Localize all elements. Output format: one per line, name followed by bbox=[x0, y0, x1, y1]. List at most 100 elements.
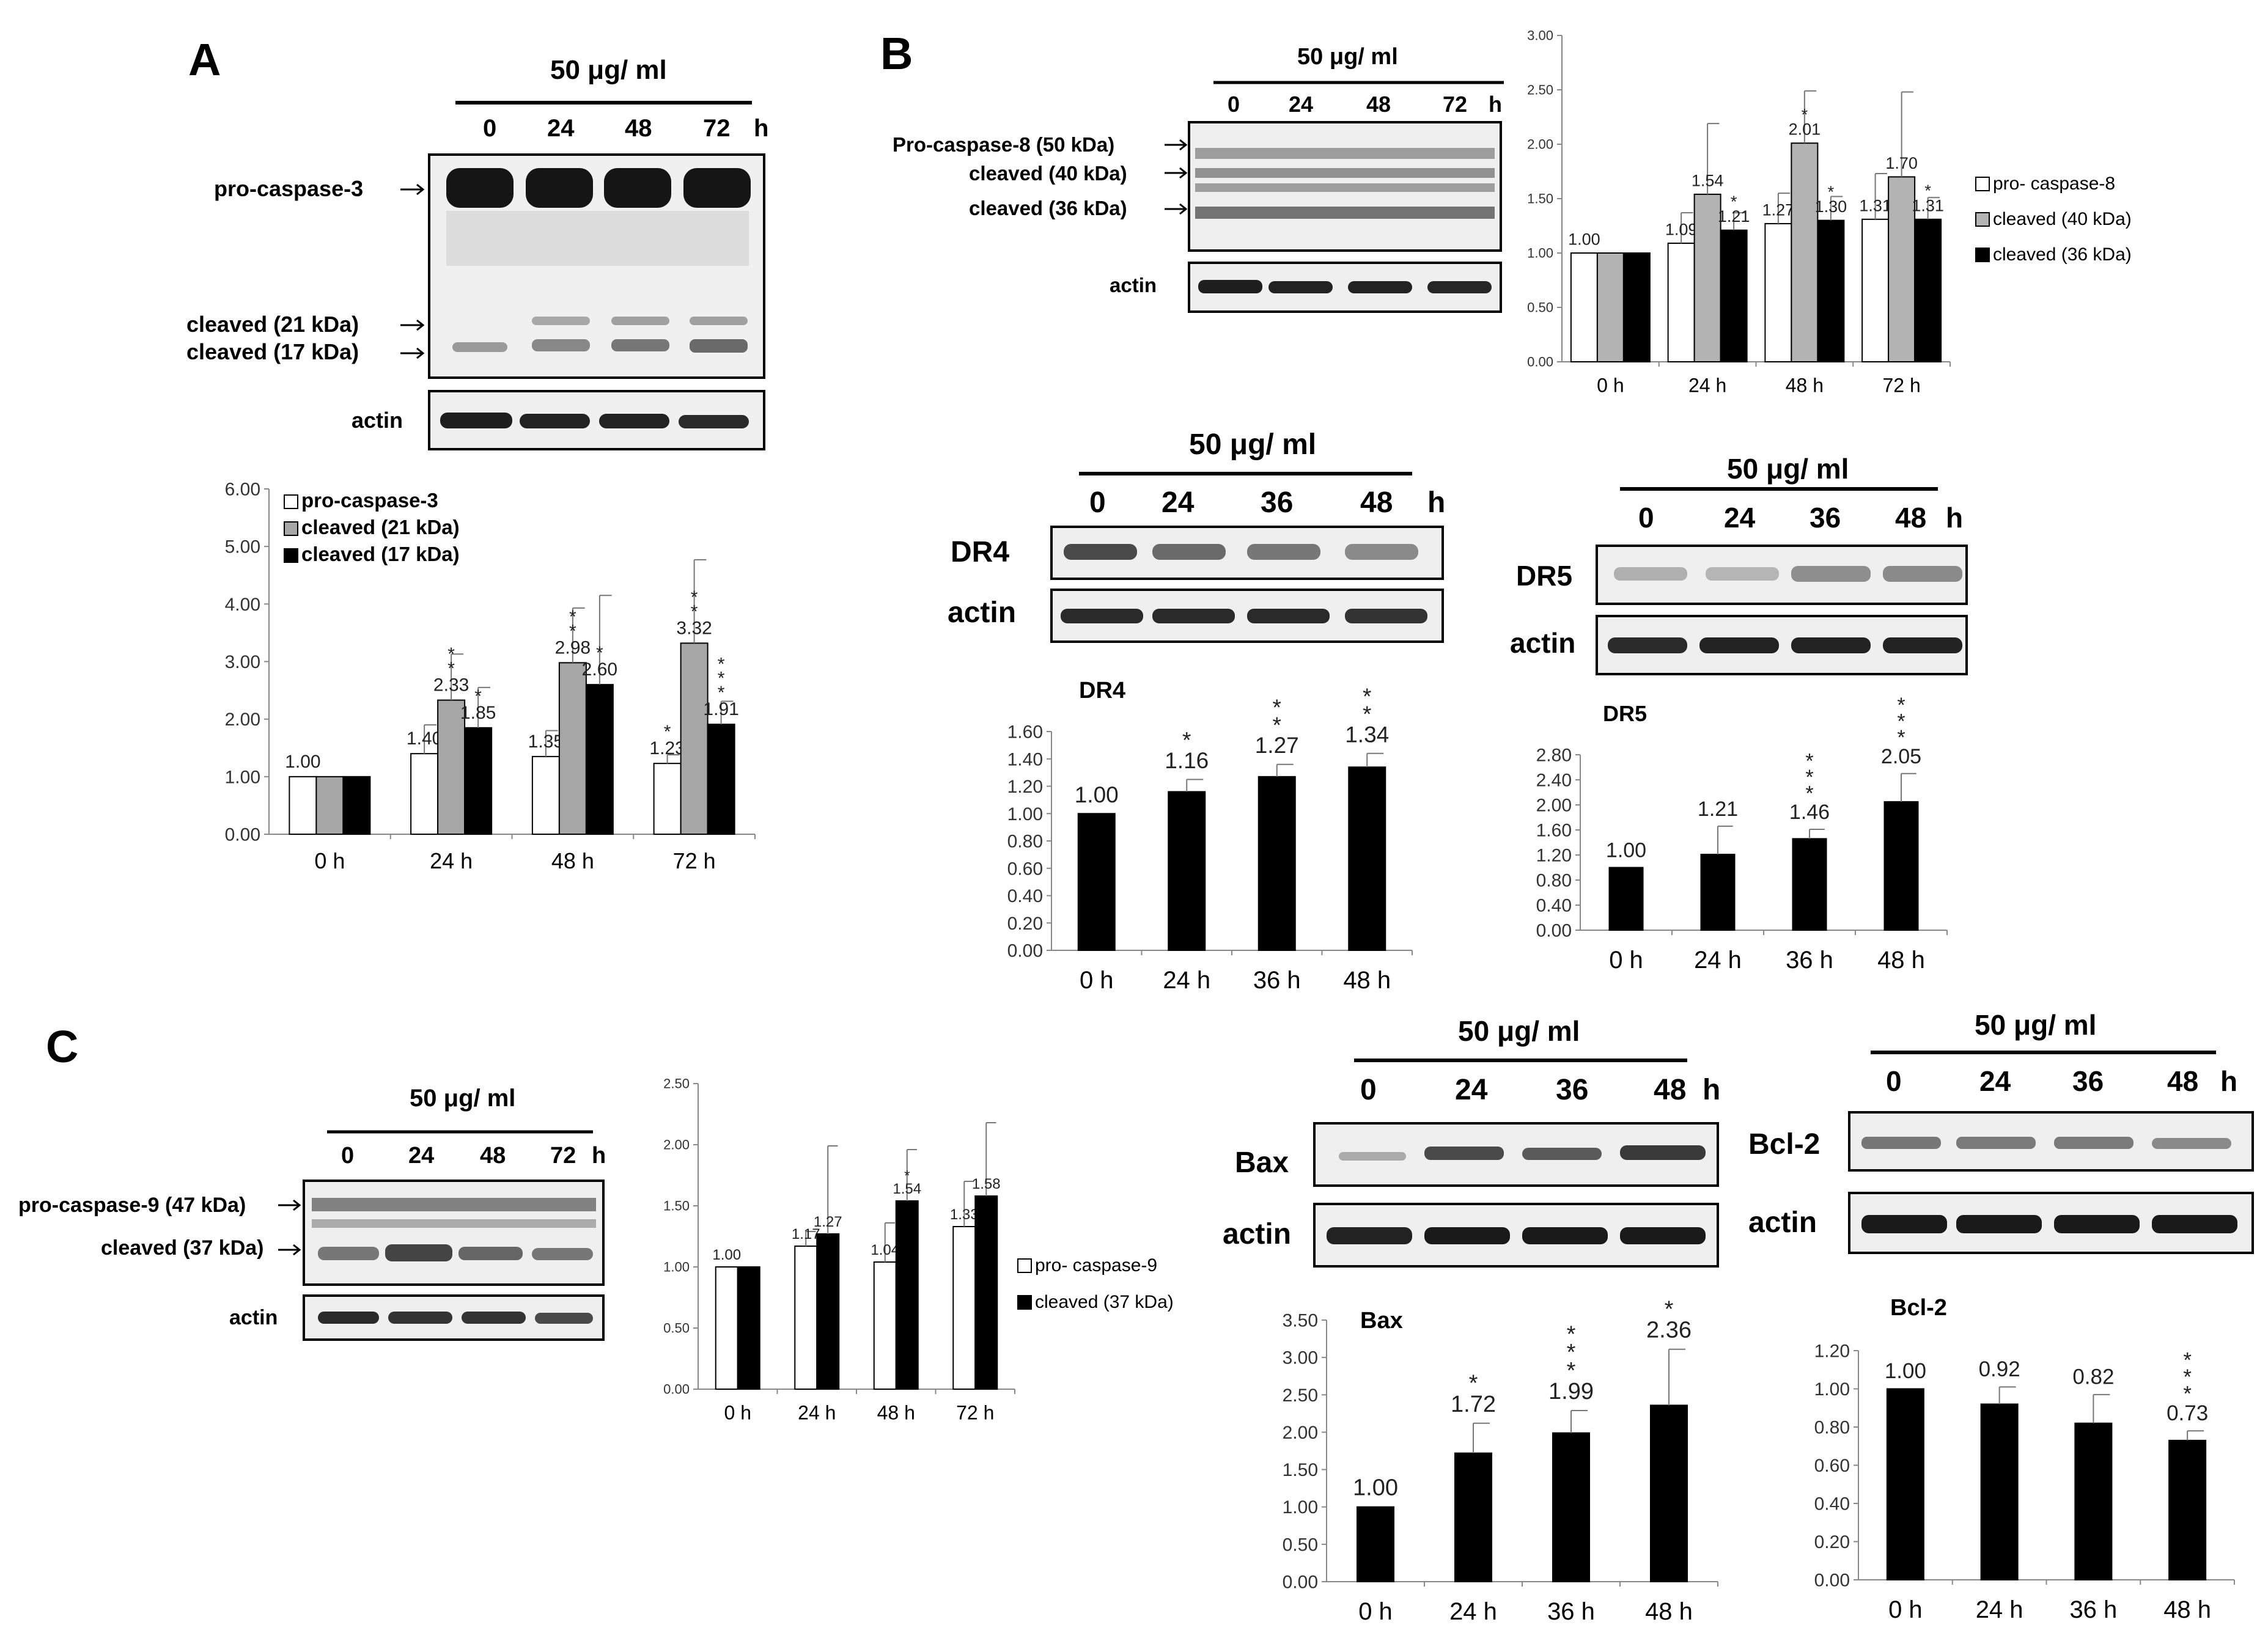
legend-swatch bbox=[1975, 177, 1990, 191]
treatment-label-dr5: 50 μg/ ml bbox=[1727, 453, 1849, 485]
x-tick-label: 0 h bbox=[1888, 1596, 1923, 1623]
x-tick-label: 0 h bbox=[314, 848, 345, 873]
legend-swatch bbox=[1017, 1295, 1032, 1310]
bar bbox=[653, 763, 682, 835]
treatment-label-a: 50 μg/ ml bbox=[550, 55, 667, 85]
panel-letter-b: B bbox=[880, 28, 913, 79]
bar bbox=[952, 1226, 976, 1390]
y-tick-label: 0.60 bbox=[1007, 859, 1043, 879]
data-label: 0.92 bbox=[1979, 1357, 2020, 1381]
data-label: 1.04 bbox=[871, 1242, 899, 1258]
bar bbox=[1348, 766, 1386, 952]
blot-label-actin-c: actin bbox=[229, 1306, 278, 1329]
data-label: 1.99 bbox=[1548, 1379, 1594, 1404]
data-label: 1.54 bbox=[893, 1181, 921, 1197]
time-label-b-3: 72 bbox=[1443, 92, 1468, 117]
significance-star: * bbox=[1567, 1321, 1576, 1347]
significance-star: * bbox=[718, 683, 725, 703]
bar bbox=[895, 1200, 919, 1390]
significance-star: * bbox=[569, 621, 576, 641]
time-label-dr5-1: 24 bbox=[1724, 502, 1756, 534]
bar bbox=[1883, 801, 1919, 931]
y-tick-label: 0.00 bbox=[1007, 941, 1043, 961]
blot-label-dr4: DR4 bbox=[951, 536, 1010, 568]
y-tick-label: 1.00 bbox=[1814, 1379, 1850, 1400]
chart-title: Bax bbox=[1360, 1308, 1403, 1334]
blot-label-dr5: DR5 bbox=[1516, 560, 1573, 592]
time-label-a-1: 24 bbox=[547, 115, 575, 142]
hour-unit-a: h bbox=[754, 115, 769, 142]
data-label: 2.33 bbox=[433, 675, 469, 695]
data-label: 1.40 bbox=[407, 728, 442, 749]
significance-star: * bbox=[718, 654, 725, 674]
significance-star: * bbox=[1897, 726, 1905, 749]
x-tick-label: 48 h bbox=[1786, 375, 1824, 397]
hour-unit-dr5: h bbox=[1946, 502, 1964, 534]
time-label-b-0: 0 bbox=[1228, 92, 1240, 117]
data-label: 1.33 bbox=[950, 1206, 979, 1223]
x-tick-label: 36 h bbox=[1786, 947, 1833, 974]
y-tick-label: 4.00 bbox=[225, 595, 260, 615]
y-tick-label: 0.00 bbox=[225, 825, 260, 845]
bar bbox=[1596, 252, 1624, 362]
bar bbox=[585, 684, 614, 835]
legend-swatch bbox=[1975, 212, 1990, 227]
y-tick-label: 3.00 bbox=[225, 652, 260, 672]
data-label: 1.31 bbox=[1859, 196, 1891, 215]
y-tick-label: 0.00 bbox=[1283, 1572, 1318, 1593]
time-label-a-3: 72 bbox=[703, 115, 731, 142]
blot-label-bax: Bax bbox=[1235, 1147, 1289, 1179]
data-label: 1.09 bbox=[1665, 220, 1698, 238]
significance-star: * bbox=[664, 722, 671, 742]
time-label-bcl2-1: 24 bbox=[1979, 1065, 2011, 1097]
time-label-c-2: 48 bbox=[480, 1143, 506, 1169]
y-tick-label: 0.00 bbox=[1527, 354, 1553, 370]
x-tick-label: 72 h bbox=[1882, 375, 1920, 397]
data-label: 1.16 bbox=[1165, 748, 1209, 773]
data-label: 1.00 bbox=[1353, 1475, 1398, 1501]
bar bbox=[1886, 1388, 1924, 1580]
legend-swatch bbox=[284, 494, 298, 509]
hour-unit-dr4: h bbox=[1427, 486, 1446, 519]
time-label-bcl2-2: 36 bbox=[2072, 1065, 2104, 1097]
x-tick-label: 0 h bbox=[1080, 967, 1114, 994]
data-label: 2.36 bbox=[1646, 1318, 1692, 1343]
blot-label-actin-dr5: actin bbox=[1510, 627, 1576, 659]
data-label: 1.70 bbox=[1885, 154, 1918, 172]
data-label: 2.60 bbox=[582, 659, 617, 680]
data-label: 1.21 bbox=[1718, 207, 1750, 226]
significance-star: * bbox=[691, 601, 698, 622]
significance-star: * bbox=[596, 643, 603, 663]
time-label-c-1: 24 bbox=[408, 1143, 435, 1169]
bar bbox=[1570, 252, 1598, 362]
y-tick-label: 3.00 bbox=[1283, 1348, 1318, 1368]
x-tick-label: 24 h bbox=[1449, 1598, 1497, 1625]
data-label: 1.00 bbox=[1885, 1359, 1926, 1383]
treatment-label-c: 50 μg/ ml bbox=[410, 1085, 516, 1112]
bar bbox=[737, 1266, 760, 1390]
legend-label: pro- caspase-8 bbox=[1993, 174, 2115, 194]
x-tick-label: 36 h bbox=[1547, 1598, 1595, 1625]
blot-label-procasp9: pro-caspase-9 (47 kDa) bbox=[18, 1194, 246, 1217]
bar bbox=[707, 724, 735, 835]
chart-title: DR5 bbox=[1603, 701, 1647, 726]
bar bbox=[289, 776, 317, 835]
significance-star: * bbox=[1182, 728, 1191, 753]
y-tick-label: 3.00 bbox=[1527, 28, 1553, 43]
panel-letter-c: C bbox=[46, 1021, 79, 1072]
significance-star: * bbox=[1567, 1340, 1576, 1365]
bar bbox=[1700, 853, 1736, 931]
bar bbox=[1792, 838, 1827, 931]
y-tick-label: 0.20 bbox=[1814, 1532, 1850, 1552]
y-tick-label: 1.00 bbox=[1527, 246, 1553, 261]
x-tick-label: 24 h bbox=[1688, 375, 1726, 397]
treatment-label-b: 50 μg/ ml bbox=[1297, 44, 1398, 70]
bar bbox=[1650, 1404, 1688, 1583]
y-tick-label: 1.60 bbox=[1007, 722, 1043, 743]
y-tick-label: 2.80 bbox=[1536, 746, 1572, 766]
data-label: 1.21 bbox=[1698, 798, 1738, 821]
y-tick-label: 1.40 bbox=[1007, 749, 1043, 769]
